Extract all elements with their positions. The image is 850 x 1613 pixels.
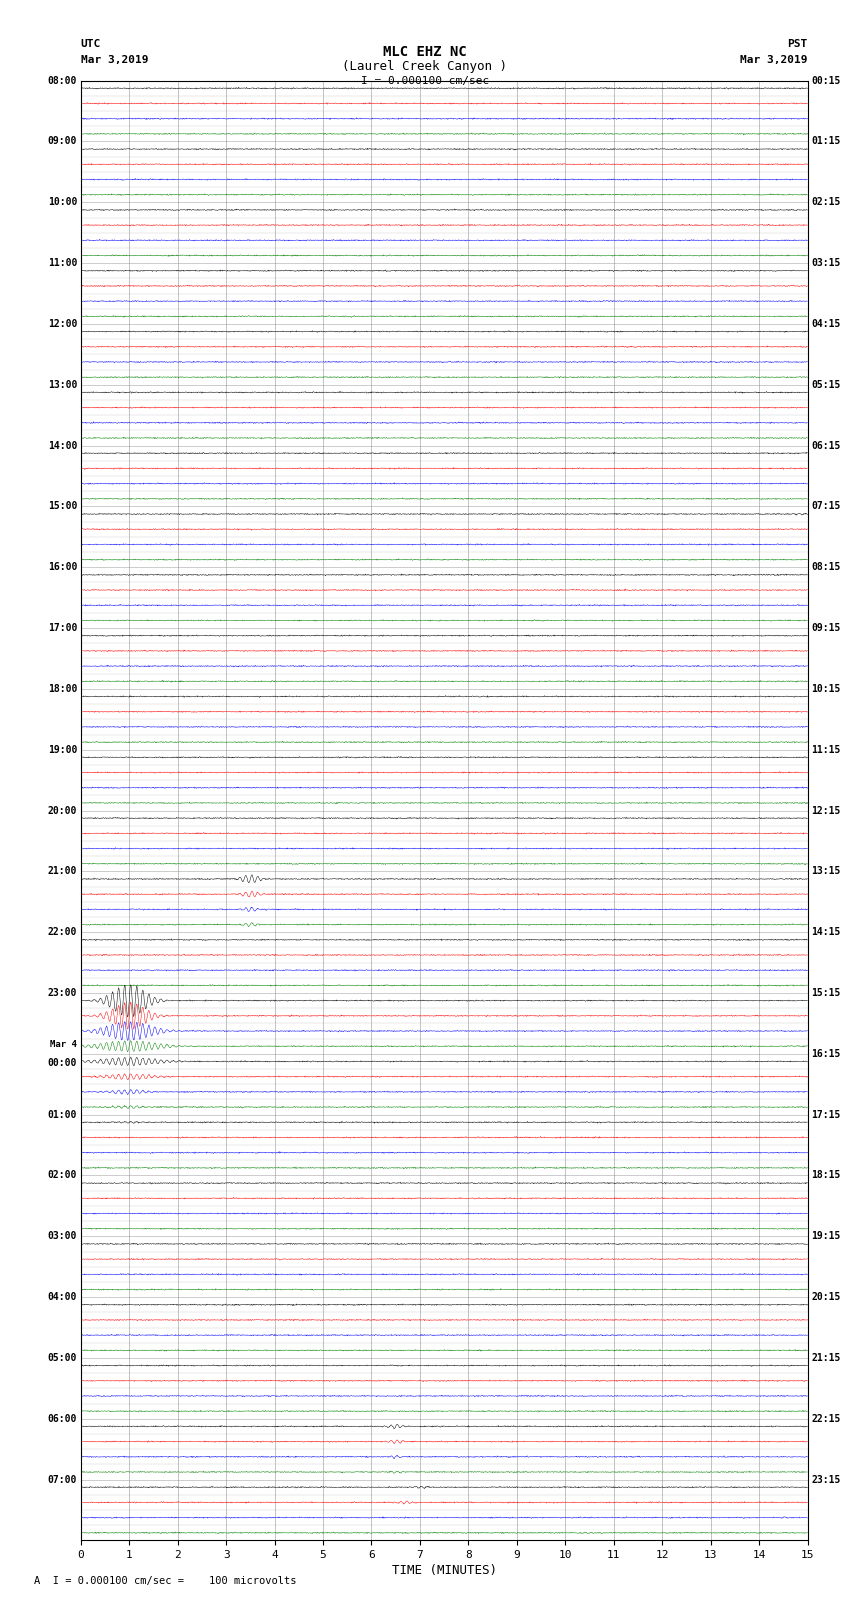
Text: 23:00: 23:00 <box>48 989 77 998</box>
Text: 13:15: 13:15 <box>811 866 841 876</box>
Text: 04:00: 04:00 <box>48 1292 77 1302</box>
Text: 00:15: 00:15 <box>811 76 841 85</box>
Text: 19:15: 19:15 <box>811 1231 841 1242</box>
Text: 06:00: 06:00 <box>48 1413 77 1424</box>
Text: A  I = 0.000100 cm/sec =    100 microvolts: A I = 0.000100 cm/sec = 100 microvolts <box>34 1576 297 1586</box>
Text: 01:00: 01:00 <box>48 1110 77 1119</box>
Text: 14:00: 14:00 <box>48 440 77 450</box>
Text: 20:00: 20:00 <box>48 805 77 816</box>
Text: 06:15: 06:15 <box>811 440 841 450</box>
Text: 01:15: 01:15 <box>811 137 841 147</box>
Text: 11:00: 11:00 <box>48 258 77 268</box>
Text: 09:00: 09:00 <box>48 137 77 147</box>
Text: Mar 4: Mar 4 <box>50 1040 77 1050</box>
Text: I = 0.000100 cm/sec: I = 0.000100 cm/sec <box>361 76 489 85</box>
Text: 10:00: 10:00 <box>48 197 77 208</box>
Text: 15:15: 15:15 <box>811 989 841 998</box>
Text: 21:15: 21:15 <box>811 1353 841 1363</box>
Text: 13:00: 13:00 <box>48 379 77 390</box>
Text: 03:00: 03:00 <box>48 1231 77 1242</box>
Text: MLC EHZ NC: MLC EHZ NC <box>383 45 467 58</box>
Text: 19:00: 19:00 <box>48 745 77 755</box>
Text: Mar 3,2019: Mar 3,2019 <box>81 55 148 65</box>
Text: 14:15: 14:15 <box>811 927 841 937</box>
Text: 15:00: 15:00 <box>48 502 77 511</box>
Text: 22:00: 22:00 <box>48 927 77 937</box>
Text: 18:15: 18:15 <box>811 1171 841 1181</box>
Text: 10:15: 10:15 <box>811 684 841 694</box>
Text: Mar 3,2019: Mar 3,2019 <box>740 55 808 65</box>
Text: UTC: UTC <box>81 39 101 48</box>
Text: 23:15: 23:15 <box>811 1474 841 1484</box>
Text: 21:00: 21:00 <box>48 866 77 876</box>
Text: 22:15: 22:15 <box>811 1413 841 1424</box>
Text: 07:00: 07:00 <box>48 1474 77 1484</box>
Text: 17:00: 17:00 <box>48 623 77 632</box>
Text: 02:00: 02:00 <box>48 1171 77 1181</box>
Text: 08:15: 08:15 <box>811 563 841 573</box>
Text: 12:15: 12:15 <box>811 805 841 816</box>
Text: (Laurel Creek Canyon ): (Laurel Creek Canyon ) <box>343 60 507 73</box>
Text: 18:00: 18:00 <box>48 684 77 694</box>
Text: PST: PST <box>787 39 808 48</box>
Text: 05:00: 05:00 <box>48 1353 77 1363</box>
Text: 05:15: 05:15 <box>811 379 841 390</box>
Text: 00:00: 00:00 <box>48 1058 77 1068</box>
Text: 16:00: 16:00 <box>48 563 77 573</box>
Text: 20:15: 20:15 <box>811 1292 841 1302</box>
Text: 02:15: 02:15 <box>811 197 841 208</box>
Text: 17:15: 17:15 <box>811 1110 841 1119</box>
Text: 08:00: 08:00 <box>48 76 77 85</box>
Text: 03:15: 03:15 <box>811 258 841 268</box>
Text: 12:00: 12:00 <box>48 319 77 329</box>
Text: 09:15: 09:15 <box>811 623 841 632</box>
X-axis label: TIME (MINUTES): TIME (MINUTES) <box>392 1565 496 1578</box>
Text: 07:15: 07:15 <box>811 502 841 511</box>
Text: 11:15: 11:15 <box>811 745 841 755</box>
Text: 04:15: 04:15 <box>811 319 841 329</box>
Text: 16:15: 16:15 <box>811 1048 841 1058</box>
